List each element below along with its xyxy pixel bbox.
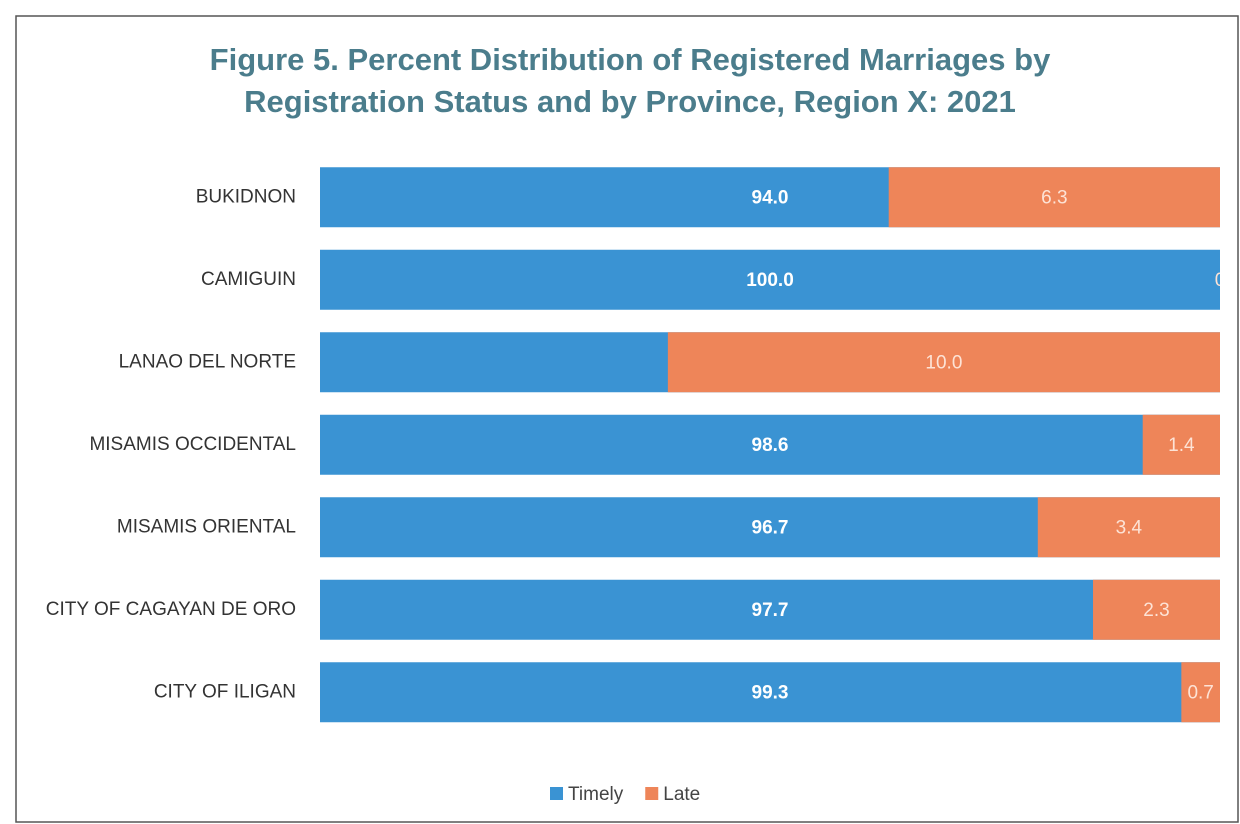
chart-title: Figure 5. Percent Distribution of Regist… (210, 42, 1051, 77)
data-label: 94.0 (752, 187, 789, 208)
chart-title: Registration Status and by Province, Reg… (244, 84, 1016, 119)
y-tick-label: CITY OF ILIGAN (154, 681, 296, 702)
data-label: 0.0 (1215, 270, 1240, 291)
bar-segment (320, 414, 1220, 475)
data-label: 96.7 (752, 517, 789, 538)
y-tick-label: MISAMIS OCCIDENTAL (89, 434, 296, 455)
data-label: 0.7 (1187, 682, 1213, 703)
y-tick-label: MISAMIS ORIENTAL (117, 516, 296, 537)
bar-segment (1093, 579, 1220, 640)
bar-segment (667, 332, 1220, 393)
data-label: 3.4 (1116, 517, 1143, 538)
data-label: 2.3 (1143, 600, 1169, 621)
legend-label: Late (663, 784, 700, 805)
bar-segment (320, 662, 1220, 723)
y-tick-label: CAMIGUIN (201, 269, 296, 290)
data-label: 10.0 (925, 352, 962, 373)
legend-label: Timely (568, 784, 624, 805)
bar-segment (320, 249, 1220, 310)
y-tick-label: BUKIDNON (196, 186, 296, 207)
legend-swatch (550, 787, 563, 800)
bar-segment (1037, 497, 1220, 558)
plot-area: 94.06.3100.00.090.010.098.61.496.73.497.… (320, 167, 1240, 723)
bar-segment (1181, 662, 1220, 723)
bar-segment (888, 167, 1220, 228)
bar-segment (320, 579, 1220, 640)
y-tick-label: LANAO DEL NORTE (119, 351, 296, 372)
data-label: 1.4 (1168, 435, 1195, 456)
data-label: 99.3 (752, 682, 789, 703)
y-tick-label: CITY OF CAGAYAN DE ORO (46, 599, 296, 620)
data-label: 97.7 (752, 600, 789, 621)
data-label: 100.0 (746, 270, 794, 291)
data-label: 98.6 (752, 435, 789, 456)
legend-swatch (645, 787, 659, 800)
data-label: 6.3 (1041, 187, 1067, 208)
bar-segment (1142, 414, 1220, 475)
